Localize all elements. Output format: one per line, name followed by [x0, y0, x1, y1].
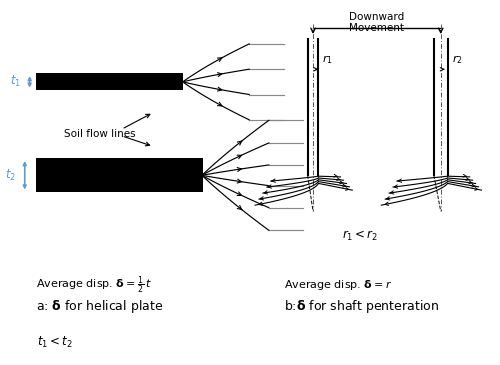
- Text: $t_1$: $t_1$: [10, 74, 21, 89]
- Text: Average disp. $\mathbf{\delta} = \frac{1}{2}\,t$: Average disp. $\mathbf{\delta} = \frac{1…: [36, 274, 152, 296]
- Text: $r_1$: $r_1$: [322, 53, 333, 66]
- Bar: [36, 158, 202, 192]
- Text: Soil flow lines: Soil flow lines: [64, 129, 135, 139]
- Text: $t_2$: $t_2$: [5, 168, 16, 183]
- Text: $r_1 < r_2$: $r_1 < r_2$: [342, 229, 378, 243]
- Text: b:$\mathbf{\delta}$ for shaft penteration: b:$\mathbf{\delta}$ for shaft penteratio…: [284, 298, 438, 315]
- Bar: [36, 73, 183, 91]
- Text: Downward
Movement: Downward Movement: [350, 12, 405, 33]
- Text: a: $\mathbf{\delta}$ for helical plate: a: $\mathbf{\delta}$ for helical plate: [36, 298, 162, 315]
- Text: $t_1 < t_2$: $t_1 < t_2$: [38, 335, 73, 350]
- Text: $r_2$: $r_2$: [452, 53, 462, 66]
- Text: Average disp. $\mathbf{\delta} = r$: Average disp. $\mathbf{\delta} = r$: [284, 278, 392, 292]
